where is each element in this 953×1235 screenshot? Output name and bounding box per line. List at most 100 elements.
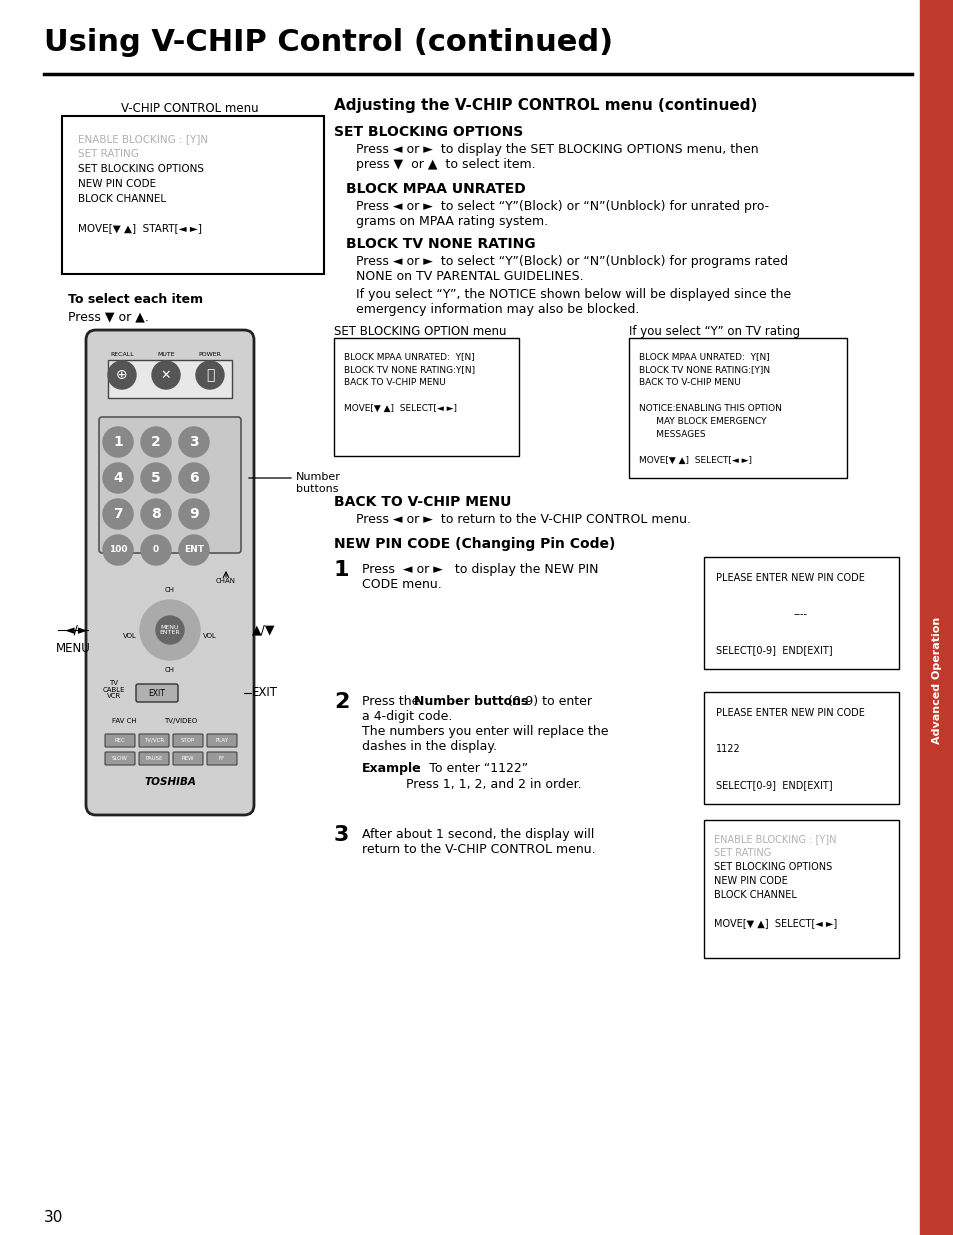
Circle shape xyxy=(103,463,132,493)
Text: PLAY: PLAY xyxy=(215,737,229,742)
Text: MOVE[▼ ▲]  START[◄ ►]: MOVE[▼ ▲] START[◄ ►] xyxy=(78,224,202,233)
Text: NONE on TV PARENTAL GUIDELINES.: NONE on TV PARENTAL GUIDELINES. xyxy=(355,270,583,283)
FancyBboxPatch shape xyxy=(703,557,898,669)
Text: 1: 1 xyxy=(113,435,123,450)
FancyBboxPatch shape xyxy=(99,417,241,553)
Text: BLOCK MPAA UNRATED:  Y[N]: BLOCK MPAA UNRATED: Y[N] xyxy=(639,352,769,361)
Circle shape xyxy=(141,427,171,457)
Circle shape xyxy=(141,463,171,493)
Text: NOTICE:ENABLING THIS OPTION: NOTICE:ENABLING THIS OPTION xyxy=(639,404,781,412)
Text: VOL: VOL xyxy=(203,634,216,638)
Text: BLOCK TV NONE RATING: BLOCK TV NONE RATING xyxy=(346,237,535,251)
Text: FF: FF xyxy=(218,756,225,761)
Text: SET BLOCKING OPTION menu: SET BLOCKING OPTION menu xyxy=(334,325,506,338)
FancyBboxPatch shape xyxy=(628,338,846,478)
Text: MENU
ENTER: MENU ENTER xyxy=(159,625,180,635)
Text: MESSAGES: MESSAGES xyxy=(639,430,705,438)
Text: a 4-digit code.: a 4-digit code. xyxy=(361,710,452,722)
Text: 1122: 1122 xyxy=(716,743,740,755)
Text: Press ◄ or ►  to select “Y”(Block) or “N”(Unblock) for programs rated: Press ◄ or ► to select “Y”(Block) or “N”… xyxy=(355,254,787,268)
Text: BLOCK MPAA UNRATED: BLOCK MPAA UNRATED xyxy=(346,182,525,196)
Text: grams on MPAA rating system.: grams on MPAA rating system. xyxy=(355,215,548,228)
Text: 3: 3 xyxy=(334,825,349,845)
Text: Number
buttons: Number buttons xyxy=(295,472,340,494)
Text: ⊕: ⊕ xyxy=(116,368,128,382)
Text: RECALL: RECALL xyxy=(110,352,133,357)
Bar xyxy=(919,0,953,1235)
Text: 8: 8 xyxy=(151,508,161,521)
Text: SET RATING: SET RATING xyxy=(78,149,139,159)
FancyBboxPatch shape xyxy=(207,734,236,747)
Text: Using V-CHIP Control (continued): Using V-CHIP Control (continued) xyxy=(44,28,613,57)
FancyBboxPatch shape xyxy=(703,692,898,804)
Text: ENABLE BLOCKING : [Y]N: ENABLE BLOCKING : [Y]N xyxy=(78,135,208,144)
Text: BACK TO V-CHIP MENU: BACK TO V-CHIP MENU xyxy=(344,378,445,387)
Text: NEW PIN CODE (Changing Pin Code): NEW PIN CODE (Changing Pin Code) xyxy=(334,537,615,551)
Text: If you select “Y”, the NOTICE shown below will be displayed since the: If you select “Y”, the NOTICE shown belo… xyxy=(355,288,790,301)
Circle shape xyxy=(141,535,171,564)
Text: TOSHIBA: TOSHIBA xyxy=(144,777,195,787)
FancyBboxPatch shape xyxy=(172,734,203,747)
Circle shape xyxy=(103,535,132,564)
Text: Press the: Press the xyxy=(361,695,423,708)
Text: MOVE[▼ ▲]  SELECT[◄ ►]: MOVE[▼ ▲] SELECT[◄ ►] xyxy=(713,918,837,927)
Circle shape xyxy=(179,535,209,564)
Text: REC: REC xyxy=(114,737,125,742)
FancyBboxPatch shape xyxy=(334,338,518,456)
Text: return to the V-CHIP CONTROL menu.: return to the V-CHIP CONTROL menu. xyxy=(361,844,595,856)
Text: After about 1 second, the display will: After about 1 second, the display will xyxy=(361,827,594,841)
Text: To select each item: To select each item xyxy=(68,293,203,306)
Text: emergency information may also be blocked.: emergency information may also be blocke… xyxy=(355,303,639,316)
Text: EXIT: EXIT xyxy=(252,687,277,699)
Text: SELECT[0-9]  END[EXIT]: SELECT[0-9] END[EXIT] xyxy=(716,781,832,790)
Text: BACK TO V-CHIP MENU: BACK TO V-CHIP MENU xyxy=(639,378,740,387)
Text: Press ◄ or ►  to select “Y”(Block) or “N”(Unblock) for unrated pro-: Press ◄ or ► to select “Y”(Block) or “N”… xyxy=(355,200,768,212)
Text: press ▼  or ▲  to select item.: press ▼ or ▲ to select item. xyxy=(355,158,535,170)
Text: dashes in the display.: dashes in the display. xyxy=(361,740,497,753)
Text: Press ◄ or ►  to display the SET BLOCKING OPTIONS menu, then: Press ◄ or ► to display the SET BLOCKING… xyxy=(355,143,758,156)
FancyBboxPatch shape xyxy=(108,359,232,398)
Circle shape xyxy=(108,361,136,389)
Text: PLEASE ENTER NEW PIN CODE: PLEASE ENTER NEW PIN CODE xyxy=(716,573,864,583)
Text: 4: 4 xyxy=(113,471,123,485)
FancyBboxPatch shape xyxy=(105,734,135,747)
Text: 2: 2 xyxy=(151,435,161,450)
Text: :  To enter “1122”: : To enter “1122” xyxy=(416,762,528,776)
Text: SET BLOCKING OPTIONS: SET BLOCKING OPTIONS xyxy=(334,125,522,140)
Text: Number buttons: Number buttons xyxy=(414,695,528,708)
Text: V-CHIP CONTROL menu: V-CHIP CONTROL menu xyxy=(121,103,258,115)
Circle shape xyxy=(103,499,132,529)
FancyBboxPatch shape xyxy=(207,752,236,764)
Text: Press  ◄ or ►   to display the NEW PIN: Press ◄ or ► to display the NEW PIN xyxy=(361,563,598,576)
FancyBboxPatch shape xyxy=(172,752,203,764)
Text: CH: CH xyxy=(165,587,174,593)
Circle shape xyxy=(141,499,171,529)
Text: SELECT[0-9]  END[EXIT]: SELECT[0-9] END[EXIT] xyxy=(716,645,832,655)
Text: ◄/►: ◄/► xyxy=(65,624,88,636)
Text: CHAN: CHAN xyxy=(215,578,235,584)
Circle shape xyxy=(179,427,209,457)
Text: Advanced Operation: Advanced Operation xyxy=(931,616,941,743)
Text: Press 1, 1, 2, and 2 in order.: Press 1, 1, 2, and 2 in order. xyxy=(361,778,581,790)
Text: BLOCK TV NONE RATING:Y[N]: BLOCK TV NONE RATING:Y[N] xyxy=(344,366,475,374)
Text: CH: CH xyxy=(165,667,174,673)
Circle shape xyxy=(195,361,224,389)
Text: SLOW: SLOW xyxy=(112,756,128,761)
Text: ENT: ENT xyxy=(184,546,204,555)
Text: STOP: STOP xyxy=(181,737,195,742)
Text: 2: 2 xyxy=(334,692,349,713)
Text: CODE menu.: CODE menu. xyxy=(361,578,441,592)
Circle shape xyxy=(179,499,209,529)
Text: FAV CH: FAV CH xyxy=(112,718,136,724)
Text: BLOCK MPAA UNRATED:  Y[N]: BLOCK MPAA UNRATED: Y[N] xyxy=(344,352,475,361)
FancyBboxPatch shape xyxy=(139,734,169,747)
FancyBboxPatch shape xyxy=(703,820,898,958)
Text: SET RATING: SET RATING xyxy=(713,848,770,858)
Text: ✕: ✕ xyxy=(161,368,172,382)
FancyBboxPatch shape xyxy=(105,752,135,764)
Text: EXIT: EXIT xyxy=(149,688,165,698)
Text: MUTE: MUTE xyxy=(157,352,174,357)
Circle shape xyxy=(140,600,200,659)
Text: ----: ---- xyxy=(793,609,807,619)
Text: If you select “Y” on TV rating: If you select “Y” on TV rating xyxy=(628,325,800,338)
